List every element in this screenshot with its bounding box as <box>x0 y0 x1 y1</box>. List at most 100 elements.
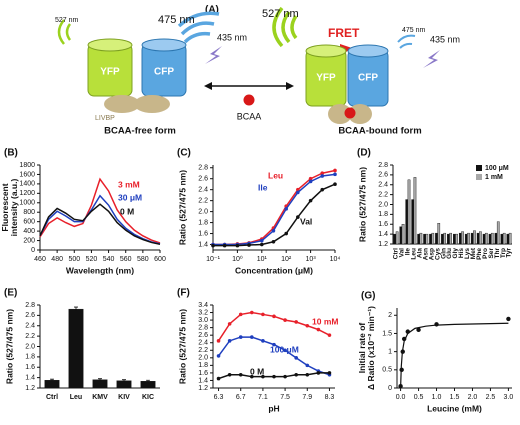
y-tick-label: 1.6 <box>198 370 208 377</box>
livbp-domain <box>328 104 352 124</box>
y-tick-label: 2.2 <box>25 333 35 340</box>
y-tick-label: 2.2 <box>198 347 208 354</box>
bar <box>488 233 492 245</box>
x-tick-label: 10² <box>281 256 292 263</box>
point <box>400 349 405 354</box>
x-tick-label: Gly <box>452 248 459 259</box>
yfp-top <box>305 44 347 58</box>
bar <box>494 232 498 245</box>
point <box>260 238 264 243</box>
panel-label: (F) <box>177 288 190 299</box>
cfp-label: CFP <box>358 73 378 84</box>
point <box>283 318 287 322</box>
bar <box>449 232 452 245</box>
bcaa-ball <box>344 107 356 119</box>
panel-a: (A) 527 nm 475 nm 435 nm YFP CFP LIVBP B… <box>55 5 460 137</box>
series-label: Val <box>300 216 312 226</box>
y-tick-label: 0 <box>31 247 35 254</box>
point <box>294 320 298 324</box>
y-tick-label: 600 <box>23 219 35 226</box>
point <box>238 372 243 377</box>
emission-label: 527 nm <box>262 8 299 20</box>
x-tick-label: 460 <box>34 256 46 263</box>
y-tick-label: 800 <box>23 209 35 216</box>
series-line <box>39 203 161 246</box>
x-tick-label: Leu <box>411 248 418 260</box>
y-tick-label: 2.0 <box>198 208 208 215</box>
cfp-label: CFP <box>154 67 174 78</box>
y-tick-label: 2.8 <box>198 324 208 331</box>
y-axis-label: Initial rate of <box>357 323 367 374</box>
x-tick-label: Ctrl <box>393 248 400 259</box>
bar <box>453 233 456 245</box>
bar <box>485 232 488 245</box>
y-tick-label: 3.4 <box>198 302 208 309</box>
series-line <box>213 173 336 246</box>
y-tick-label: 1.6 <box>198 230 208 237</box>
y-tick-label: 2.4 <box>198 187 208 194</box>
x-tick-label: 3.0 <box>504 394 514 401</box>
y-tick-label: 2.2 <box>378 191 388 198</box>
legend-swatch <box>476 174 482 180</box>
bar <box>423 233 426 245</box>
y-tick-label: 2.8 <box>198 165 208 172</box>
y-tick-label: 1.8 <box>378 211 388 218</box>
series-label: 0 M <box>250 366 264 376</box>
x-tick-label: Phe <box>476 248 483 260</box>
point <box>416 327 421 333</box>
x-axis-label: pH <box>268 403 279 413</box>
series-line <box>213 183 336 247</box>
error-bar <box>50 378 54 382</box>
bar <box>461 231 464 245</box>
y-tick-label: 2.0 <box>25 343 35 350</box>
bar <box>393 233 397 245</box>
x-tick-label: Thr <box>494 248 501 259</box>
y-axis-label: Δ Ratio (x10⁻² min⁻¹) <box>366 306 376 390</box>
bar <box>467 232 470 245</box>
yfp-label: YFP <box>316 73 336 84</box>
series-line <box>213 169 336 246</box>
point <box>296 190 300 195</box>
point <box>308 179 313 184</box>
legend-label: 100 μM <box>485 165 509 172</box>
x-tick-label: Leu <box>70 394 82 401</box>
x-tick-label: 0.5 <box>414 394 424 401</box>
bar <box>68 308 84 389</box>
point <box>211 243 215 248</box>
bar <box>482 233 486 245</box>
point <box>235 243 240 248</box>
point <box>272 374 276 379</box>
y-tick-label: 2.0 <box>198 355 208 362</box>
series-label: Ile <box>258 182 268 192</box>
point <box>305 363 310 368</box>
point <box>216 376 221 381</box>
series-label: Leu <box>268 170 283 180</box>
bar <box>443 232 447 245</box>
bar <box>500 233 504 245</box>
y-tick-label: 1000 <box>19 200 35 207</box>
x-tick-label: Trp <box>500 248 507 258</box>
bar <box>496 221 500 245</box>
x-tick-label: Asn <box>422 248 429 260</box>
y-tick-label: 1.6 <box>378 221 388 228</box>
x-tick-label: 7.1 <box>258 394 268 401</box>
y-axis-label: Fluorescent <box>0 183 10 231</box>
y-tick-label: 1.8 <box>198 362 208 369</box>
bar <box>447 233 450 245</box>
x-tick-label: 10³ <box>306 256 317 263</box>
bar <box>417 233 420 245</box>
bar <box>508 232 512 245</box>
point <box>261 339 265 343</box>
y-axis-label: Ratio (527/475 nm) <box>177 309 187 384</box>
x-tick-label: 2.5 <box>486 394 496 401</box>
error-bar <box>98 378 102 381</box>
y-tick-label: 2.8 <box>378 162 388 169</box>
ligand-label: BCAA <box>237 111 262 121</box>
point <box>305 323 310 328</box>
y-tick-label: 2.6 <box>378 172 388 179</box>
point <box>283 348 287 353</box>
bar <box>405 199 409 245</box>
x-tick-label: Ala <box>416 248 423 259</box>
x-tick-label: 10⁻¹ <box>206 256 220 263</box>
